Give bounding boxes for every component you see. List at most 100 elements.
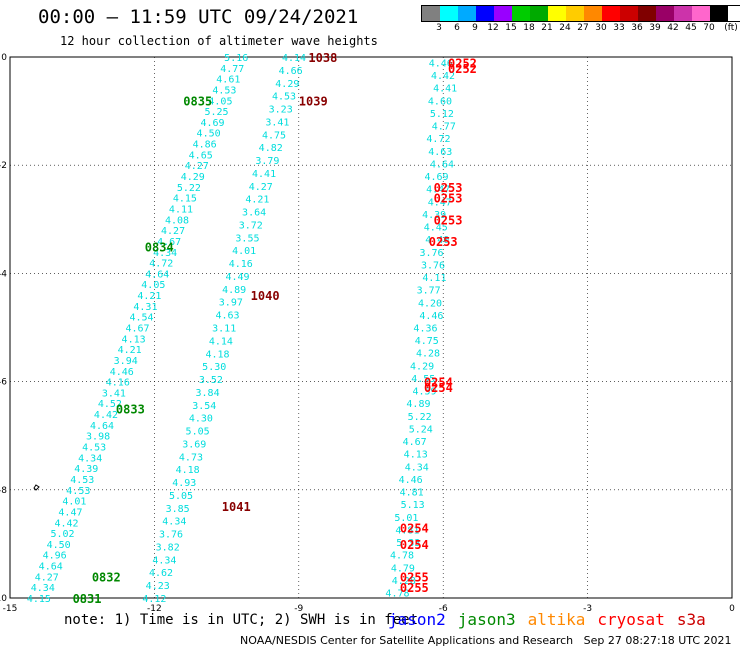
wave-height-value: 4.01 [62,497,86,508]
pass-time-label: 0254 [400,522,429,536]
wave-height-value: 4.05 [141,280,165,291]
wave-height-value: 4.54 [129,313,153,324]
lon-tick-label: -15 [3,604,18,614]
wave-height-value: 3.64 [242,208,266,219]
wave-height-value: 4.49 [225,272,249,283]
pass-time-label: 0252 [448,62,477,76]
wave-height-value: 4.75 [415,336,439,347]
wave-height-value: 4.53 [212,85,236,96]
wave-height-value: 4.29 [410,361,434,372]
wave-height-value: 4.82 [259,143,283,154]
wave-height-value: 4.89 [406,399,430,410]
map-frame [9,56,733,599]
legend-label: 42 [667,23,679,33]
wave-height-value: 4.21 [118,345,142,356]
legend-swatch [566,6,584,21]
legend-swatch [476,6,494,21]
credit-line: NOAA/NESDIS Center for Satellite Applica… [240,634,732,647]
wave-height-value: 4.21 [137,291,161,302]
wave-height-value: 4.29 [275,79,299,90]
satellite-legend: jason2 jason3 altika cryosat s3a [388,610,718,629]
wave-height-value: 4.15 [27,594,51,605]
wave-height-value: 4.45 [424,223,448,234]
pass-time-label: 0253 [434,213,463,227]
wave-height-value: 5.01 [394,513,418,524]
pass-time-label: 1038 [308,51,337,65]
wave-height-value: 5.22 [177,183,201,194]
wave-height-value: 4.65 [189,150,213,161]
wave-height-value: 4.46 [419,311,443,322]
wave-height-value: 3.97 [219,298,243,309]
wave-height-value: 4.28 [392,576,416,587]
wave-height-value: 3.69 [182,439,206,450]
lon-tick-label: -6 [439,604,448,614]
pass-time-label: 0833 [116,403,145,417]
lat-tick-label: -10 [0,594,7,604]
legend-color-bar [421,5,740,22]
wave-height-value: 4.34 [78,453,102,464]
wave-height-value: 4.50 [47,540,71,551]
legend-label: 27 [577,23,589,33]
wave-height-value: 4.67 [157,237,181,248]
wave-height-value: 4.30 [189,414,213,425]
pass-time-label: 0253 [429,235,458,249]
wave-height-value: 4.93 [172,478,196,489]
legend-swatch [692,6,710,21]
satellite-legend-item: s3a [676,610,706,629]
legend-unit: (ft) [724,23,738,33]
legend-swatch [458,6,476,21]
wave-height-value: 4.47 [428,197,452,208]
wave-height-value: 4.21 [245,195,269,206]
wave-height-value: 4.64 [430,159,454,170]
wave-height-value: 4.13 [404,450,428,461]
wave-height-value: 4.13 [122,334,146,345]
legend-swatch [440,6,458,21]
wave-height-value: 4.27 [249,182,273,193]
lat-tick-label: -4 [0,269,7,279]
wave-height-value: 4.34 [31,583,55,594]
wave-height-value: 4.79 [391,563,415,574]
wave-height-value: 4.46 [399,475,423,486]
lat-tick-label: -8 [0,486,7,496]
legend-swatch [602,6,620,21]
wave-height-value: 3.98 [86,432,110,443]
wave-height-value: 4.42 [54,518,78,529]
wave-height-value: 4.20 [418,298,442,309]
wave-height-value: 4.64 [39,562,63,573]
pass-time-label: 0834 [145,240,174,254]
pass-time-label: 0254 [400,538,429,552]
legend-swatch [494,6,512,21]
satellite-legend-item: cryosat [597,610,665,629]
wave-height-value: 3.41 [265,117,289,128]
wave-height-value: 4.12 [142,594,166,605]
lat-tick-label: -2 [0,161,7,171]
wave-height-value: 4.53 [82,443,106,454]
wave-height-value: 5.12 [430,109,454,120]
wave-height-value: 4.81 [395,525,419,536]
wave-height-value: 4.23 [146,581,170,592]
wave-height-value: 4.34 [162,517,186,528]
legend-label: 12 [487,23,499,33]
wave-height-value: 4.11 [169,204,193,215]
wave-height-value: 4.81 [400,488,424,499]
wave-height-value: 3.84 [196,388,220,399]
wave-height-value: 4.96 [43,551,67,562]
wave-height-value: 4.34 [152,555,176,566]
wave-height-value: 4.53 [66,486,90,497]
pass-time-label: 0253 [434,192,463,206]
legend-label: 24 [559,23,571,33]
wave-height-value: 4.42 [94,410,118,421]
legend-swatch [656,6,674,21]
wave-height-value: 4.62 [149,568,173,579]
legend-label: 3 [436,23,442,33]
legend-swatch [638,6,656,21]
wave-height-value: 5.33 [396,538,420,549]
lon-tick-label: -9 [294,604,303,614]
wave-height-value: 5.16 [224,53,248,64]
wave-height-value: 4.34 [405,462,429,473]
wave-height-value: 4.34 [153,248,177,259]
wave-height-value: 4.36 [413,324,437,335]
wave-height-value: 4.11 [422,273,446,284]
legend-swatch [584,6,602,21]
